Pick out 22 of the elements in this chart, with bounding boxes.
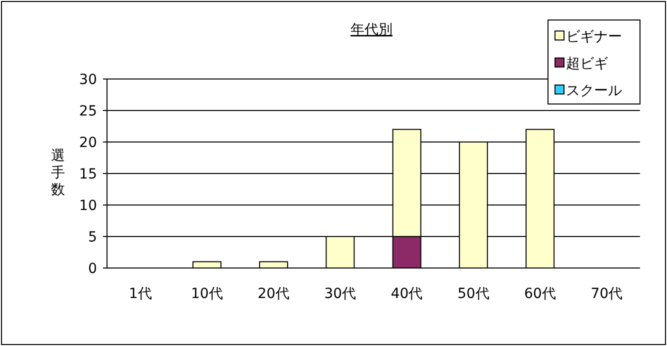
x-tick-label: 20代 (258, 286, 290, 302)
y-axis-title: 選手数 (51, 148, 65, 198)
x-tick-label: 10代 (191, 286, 223, 302)
y-tick-label: 30 (79, 72, 97, 88)
x-tick-label: 40代 (390, 286, 423, 302)
x-tick-label: 50代 (458, 286, 490, 302)
y-tick-label: 10 (79, 198, 97, 214)
legend-label: ビギナー (566, 29, 622, 45)
chart-title: 年代別 (350, 22, 392, 38)
x-tick-label: 30代 (324, 286, 356, 302)
x-tick-label: 70代 (590, 286, 623, 302)
bar (192, 261, 222, 268)
y-tick-label: 25 (79, 104, 97, 120)
legend-label: 超ビギ (566, 56, 608, 72)
y-tick-label: 0 (88, 261, 97, 277)
y-tick-label: 20 (79, 135, 97, 151)
y-tick-label: 5 (88, 230, 97, 246)
x-tick-label: 60代 (524, 286, 556, 302)
y-tick-label: 15 (79, 166, 97, 182)
bar (259, 261, 288, 268)
x-tick-label: 1代 (128, 286, 152, 302)
legend-label: スクール (566, 83, 622, 99)
